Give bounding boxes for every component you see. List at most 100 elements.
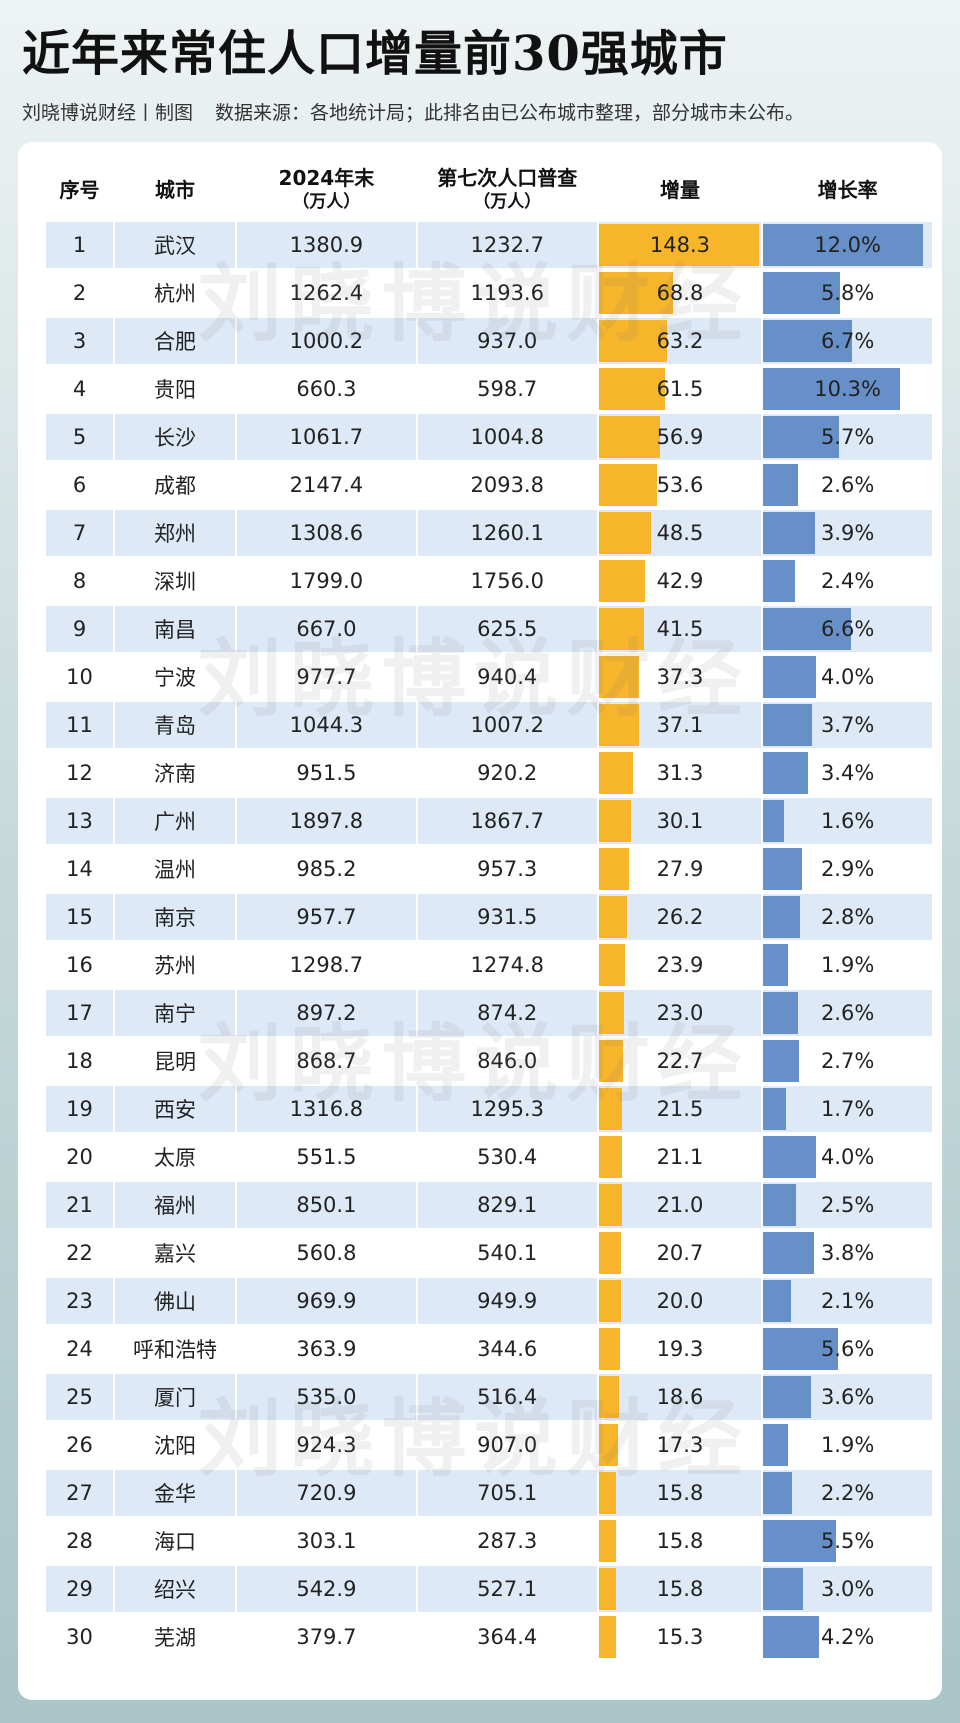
header-census-label: 第七次人口普查 bbox=[437, 166, 578, 190]
pop2024-cell: 1298.7 bbox=[236, 942, 416, 990]
city-cell: 济南 bbox=[115, 750, 235, 798]
increase-bar bbox=[598, 1280, 621, 1322]
rank-cell: 14 bbox=[46, 846, 114, 894]
rank-cell: 2 bbox=[46, 270, 114, 318]
rate-cell: 2.4% bbox=[763, 558, 932, 606]
rate-bar bbox=[763, 1232, 815, 1274]
increase-bar bbox=[598, 752, 633, 794]
rank-cell: 23 bbox=[46, 1278, 114, 1326]
rate-bar bbox=[763, 896, 801, 938]
increase-cell: 18.6 bbox=[598, 1374, 762, 1422]
rate-bar bbox=[763, 1616, 820, 1658]
rate-cell: 5.8% bbox=[763, 270, 932, 318]
increase-bar bbox=[598, 1232, 621, 1274]
rate-cell: 4.2% bbox=[763, 1614, 932, 1662]
rate-label: 3.4% bbox=[820, 761, 875, 785]
rate-bar bbox=[763, 1040, 800, 1082]
pop2024-cell: 868.7 bbox=[236, 1038, 416, 1086]
pop2024-cell: 542.9 bbox=[236, 1566, 416, 1614]
pop2024-cell: 924.3 bbox=[236, 1422, 416, 1470]
table-row: 15 南京 957.7 931.5 26.2 2.8% bbox=[46, 894, 932, 942]
rate-bar bbox=[763, 992, 799, 1034]
increase-cell: 42.9 bbox=[598, 558, 762, 606]
increase-label: 61.5 bbox=[656, 377, 704, 401]
header-pop2024-label: 2024年末 bbox=[278, 166, 375, 190]
increase-label: 19.3 bbox=[656, 1337, 704, 1361]
rate-bar bbox=[763, 1424, 789, 1466]
census-cell: 1193.6 bbox=[417, 270, 597, 318]
rate-cell: 3.4% bbox=[763, 750, 932, 798]
table-row: 28 海口 303.1 287.3 15.8 5.5% bbox=[46, 1518, 932, 1566]
increase-bar bbox=[598, 368, 665, 410]
increase-cell: 37.3 bbox=[598, 654, 762, 702]
increase-cell: 21.5 bbox=[598, 1086, 762, 1134]
rank-cell: 5 bbox=[46, 414, 114, 462]
rank-cell: 29 bbox=[46, 1566, 114, 1614]
header-census-unit: （万人） bbox=[473, 192, 542, 212]
rate-label: 4.2% bbox=[820, 1625, 875, 1649]
census-cell: 1007.2 bbox=[417, 702, 597, 750]
increase-bar bbox=[598, 272, 673, 314]
rate-bar bbox=[763, 560, 796, 602]
increase-label: 21.5 bbox=[656, 1097, 704, 1121]
pop2024-cell: 535.0 bbox=[236, 1374, 416, 1422]
table-row: 25 厦门 535.0 516.4 18.6 3.6% bbox=[46, 1374, 932, 1422]
increase-label: 15.3 bbox=[656, 1625, 704, 1649]
rate-bar bbox=[763, 1376, 812, 1418]
increase-label: 27.9 bbox=[656, 857, 704, 881]
increase-cell: 15.8 bbox=[598, 1566, 762, 1614]
rate-label: 4.0% bbox=[820, 1145, 875, 1169]
increase-bar bbox=[598, 608, 644, 650]
census-cell: 931.5 bbox=[417, 894, 597, 942]
pop2024-cell: 660.3 bbox=[236, 366, 416, 414]
census-cell: 1295.3 bbox=[417, 1086, 597, 1134]
rate-bar bbox=[763, 224, 924, 266]
census-cell: 1274.8 bbox=[417, 942, 597, 990]
rate-bar bbox=[763, 320, 853, 362]
increase-cell: 27.9 bbox=[598, 846, 762, 894]
increase-label: 53.6 bbox=[656, 473, 704, 497]
increase-cell: 26.2 bbox=[598, 894, 762, 942]
increase-bar bbox=[598, 704, 639, 746]
rate-cell: 3.9% bbox=[763, 510, 932, 558]
rank-cell: 4 bbox=[46, 366, 114, 414]
rate-bar bbox=[763, 1280, 792, 1322]
table-body: 1 武汉 1380.9 1232.7 148.3 12.0% 2 杭州 1262.4 1193.6… bbox=[46, 222, 932, 1662]
rate-label: 3.6% bbox=[820, 1385, 875, 1409]
rate-label: 5.8% bbox=[820, 281, 875, 305]
table-row: 10 宁波 977.7 940.4 37.3 4.0% bbox=[46, 654, 932, 702]
pop2024-cell: 363.9 bbox=[236, 1326, 416, 1374]
census-cell: 598.7 bbox=[417, 366, 597, 414]
source-text: 数据来源：各地统计局；此排名由已公布城市整理，部分城市未公布。 bbox=[215, 102, 805, 124]
rate-label: 5.7% bbox=[820, 425, 875, 449]
table-row: 12 济南 951.5 920.2 31.3 3.4% bbox=[46, 750, 932, 798]
census-cell: 1260.1 bbox=[417, 510, 597, 558]
rate-cell: 2.6% bbox=[763, 462, 932, 510]
increase-label: 15.8 bbox=[656, 1577, 704, 1601]
rate-bar bbox=[763, 1472, 793, 1514]
census-cell: 287.3 bbox=[417, 1518, 597, 1566]
rate-label: 3.0% bbox=[820, 1577, 875, 1601]
city-cell: 西安 bbox=[115, 1086, 235, 1134]
rate-bar bbox=[763, 1328, 839, 1370]
increase-label: 22.7 bbox=[656, 1049, 704, 1073]
census-cell: 949.9 bbox=[417, 1278, 597, 1326]
increase-bar bbox=[598, 800, 631, 842]
pop2024-cell: 560.8 bbox=[236, 1230, 416, 1278]
pop2024-cell: 667.0 bbox=[236, 606, 416, 654]
rate-label: 2.1% bbox=[820, 1289, 875, 1313]
table-row: 5 长沙 1061.7 1004.8 56.9 5.7% bbox=[46, 414, 932, 462]
rank-cell: 10 bbox=[46, 654, 114, 702]
rank-cell: 8 bbox=[46, 558, 114, 606]
census-cell: 1867.7 bbox=[417, 798, 597, 846]
rate-cell: 10.3% bbox=[763, 366, 932, 414]
increase-cell: 15.8 bbox=[598, 1518, 762, 1566]
rate-cell: 2.9% bbox=[763, 846, 932, 894]
increase-label: 30.1 bbox=[656, 809, 704, 833]
pop2024-cell: 1316.8 bbox=[236, 1086, 416, 1134]
rank-cell: 30 bbox=[46, 1614, 114, 1662]
table-row: 3 合肥 1000.2 937.0 63.2 6.7% bbox=[46, 318, 932, 366]
credit-text: 刘晓博说财经丨制图 bbox=[22, 102, 194, 124]
increase-label: 23.0 bbox=[656, 1001, 704, 1025]
rate-bar bbox=[763, 1568, 804, 1610]
